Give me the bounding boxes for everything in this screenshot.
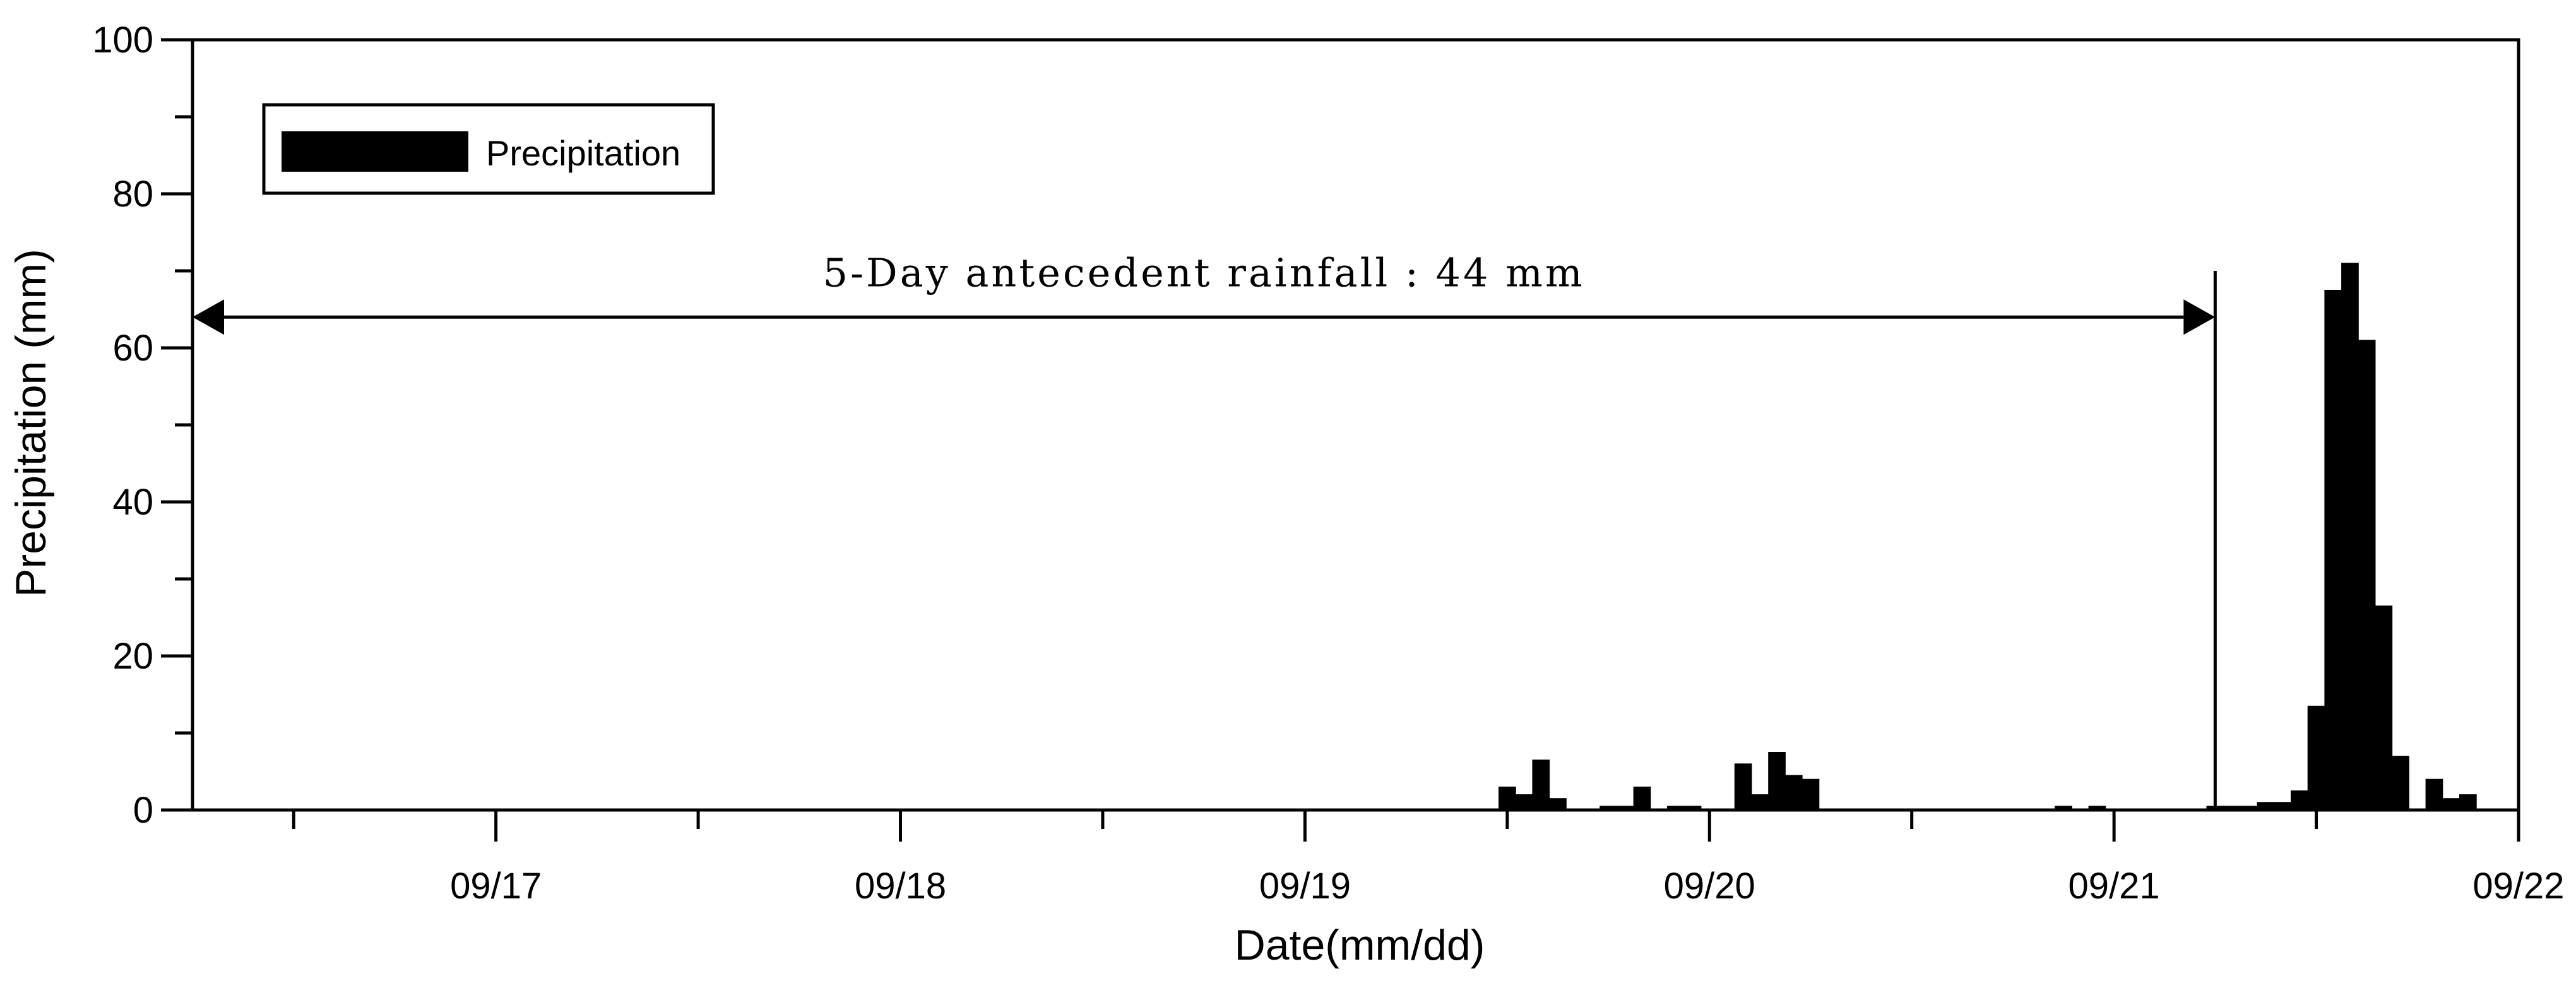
bar	[2291, 790, 2308, 811]
annotation-arrowhead-left	[193, 299, 224, 335]
bar	[1499, 786, 1516, 811]
x-tick-label: 09/17	[450, 866, 542, 907]
bar	[1784, 775, 1803, 811]
bar	[2375, 605, 2393, 811]
bar	[1734, 763, 1752, 811]
y-tick-label: 0	[133, 790, 153, 831]
tick-label-layer: 0 20 40 60 80 100 09/17 09/18 09/19 09/20 09/21 09/…	[92, 20, 2564, 907]
x-tick-label: 09/18	[855, 866, 946, 907]
annotation-arrowhead-right	[2183, 299, 2216, 335]
legend: Precipitation	[262, 103, 715, 195]
bar	[1549, 798, 1567, 811]
bar	[1515, 794, 1533, 811]
bar	[2307, 705, 2325, 811]
bar	[1633, 786, 1651, 811]
axes-layer	[161, 38, 2520, 842]
bar	[2459, 794, 2477, 811]
bar	[2324, 290, 2342, 811]
x-axis-title: Date(mm/dd)	[1235, 921, 1485, 969]
bar	[2341, 263, 2359, 811]
y-tick-label: 60	[112, 328, 153, 369]
y-tick-label: 20	[112, 636, 153, 677]
bar	[2442, 798, 2460, 811]
bar	[1768, 752, 1786, 811]
bar	[2425, 778, 2443, 811]
y-tick-label: 80	[112, 174, 153, 215]
bar	[1532, 760, 1550, 811]
bar	[1751, 794, 1769, 811]
legend-swatch	[282, 131, 468, 172]
bar	[1801, 778, 1820, 811]
y-tick-label: 40	[112, 482, 153, 523]
annotation-text: 5-Day antecedent rainfall : 44 mm	[823, 249, 1585, 295]
y-axis-title: Precipitation (mm)	[7, 249, 55, 597]
x-tick-label: 09/20	[1664, 866, 1755, 907]
x-tick-label: 09/19	[1259, 866, 1351, 907]
legend-label: Precipitation	[486, 133, 680, 173]
x-tick-label: 09/22	[2472, 866, 2564, 907]
antecedent-annotation: 5-Day antecedent rainfall : 44 mm	[193, 249, 2217, 810]
x-tick-label: 09/21	[2069, 866, 2160, 907]
bar-layer	[1499, 263, 2477, 811]
bar	[2358, 340, 2376, 811]
bar	[2392, 756, 2409, 811]
y-tick-label: 100	[92, 20, 153, 61]
